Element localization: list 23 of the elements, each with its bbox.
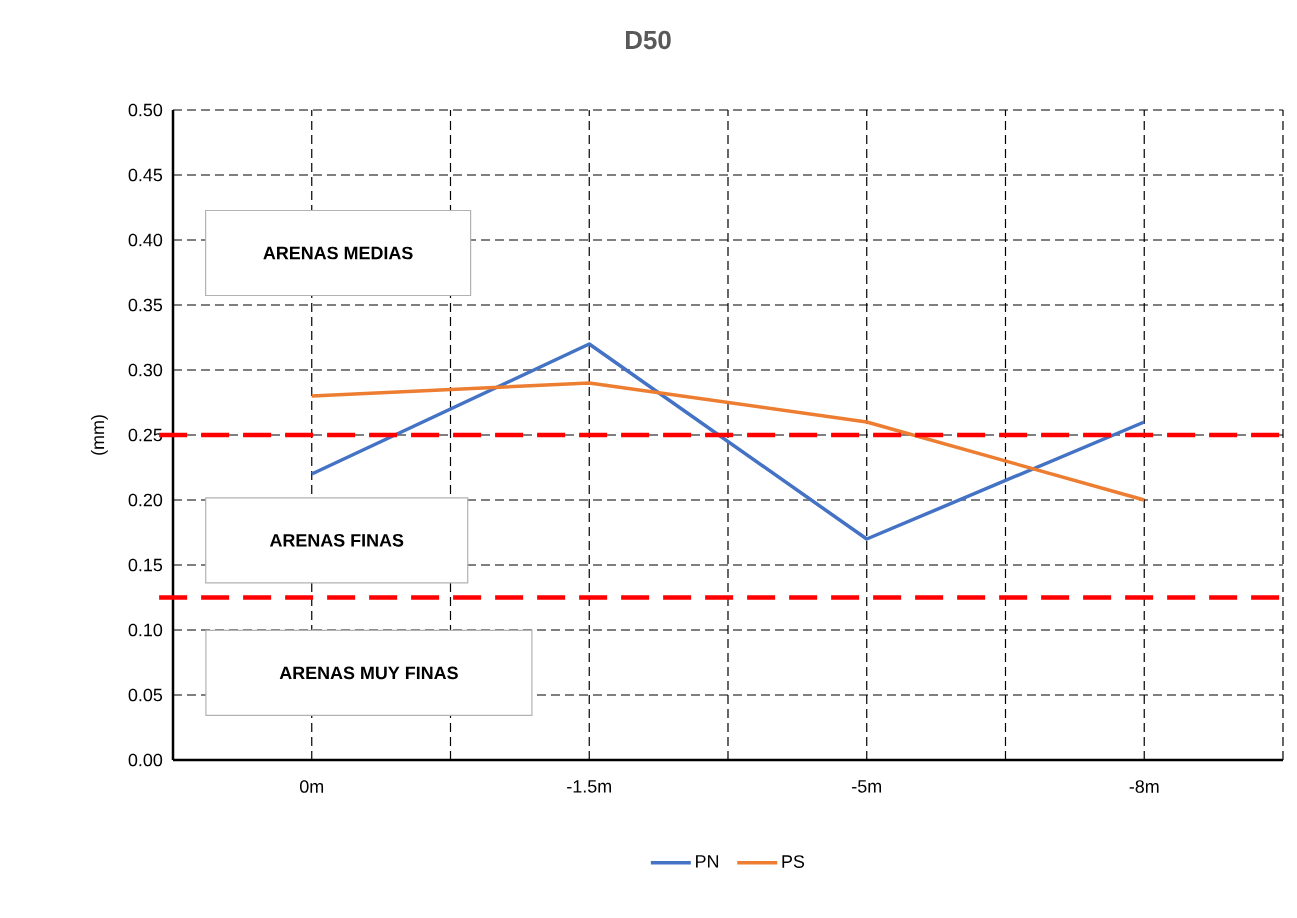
y-tick-label: 0.05 <box>128 688 163 702</box>
y-tick-label: 0.00 <box>128 753 163 767</box>
y-tick-label: 0.25 <box>128 428 163 442</box>
y-axis-title: (mm) <box>91 415 108 455</box>
y-tick-label: 0.50 <box>128 103 163 117</box>
annotation: ARENAS MEDIAS <box>263 246 413 260</box>
y-tick-label: 0.30 <box>128 363 163 377</box>
legend-label: PN <box>696 855 719 868</box>
annotation: ARENAS FINAS <box>269 533 404 547</box>
x-tick-label: -8m <box>1129 780 1159 793</box>
legend-label: PS <box>782 855 805 868</box>
y-tick-label: 0.40 <box>128 233 163 247</box>
line-series <box>310 381 1146 502</box>
x-tick-label: -1.5m <box>567 780 611 793</box>
y-tick-label: 0.20 <box>128 493 163 507</box>
chart-title: D50 <box>625 30 671 50</box>
y-tick-label: 0.15 <box>128 558 163 572</box>
x-tick-label: 0m <box>300 780 324 793</box>
x-tick-label: -5m <box>852 780 882 793</box>
y-tick-label: 0.45 <box>128 168 163 182</box>
annotation: ARENAS MUY FINAS <box>279 666 458 680</box>
y-tick-label: 0.35 <box>128 298 163 312</box>
y-tick-label: 0.10 <box>128 623 163 637</box>
